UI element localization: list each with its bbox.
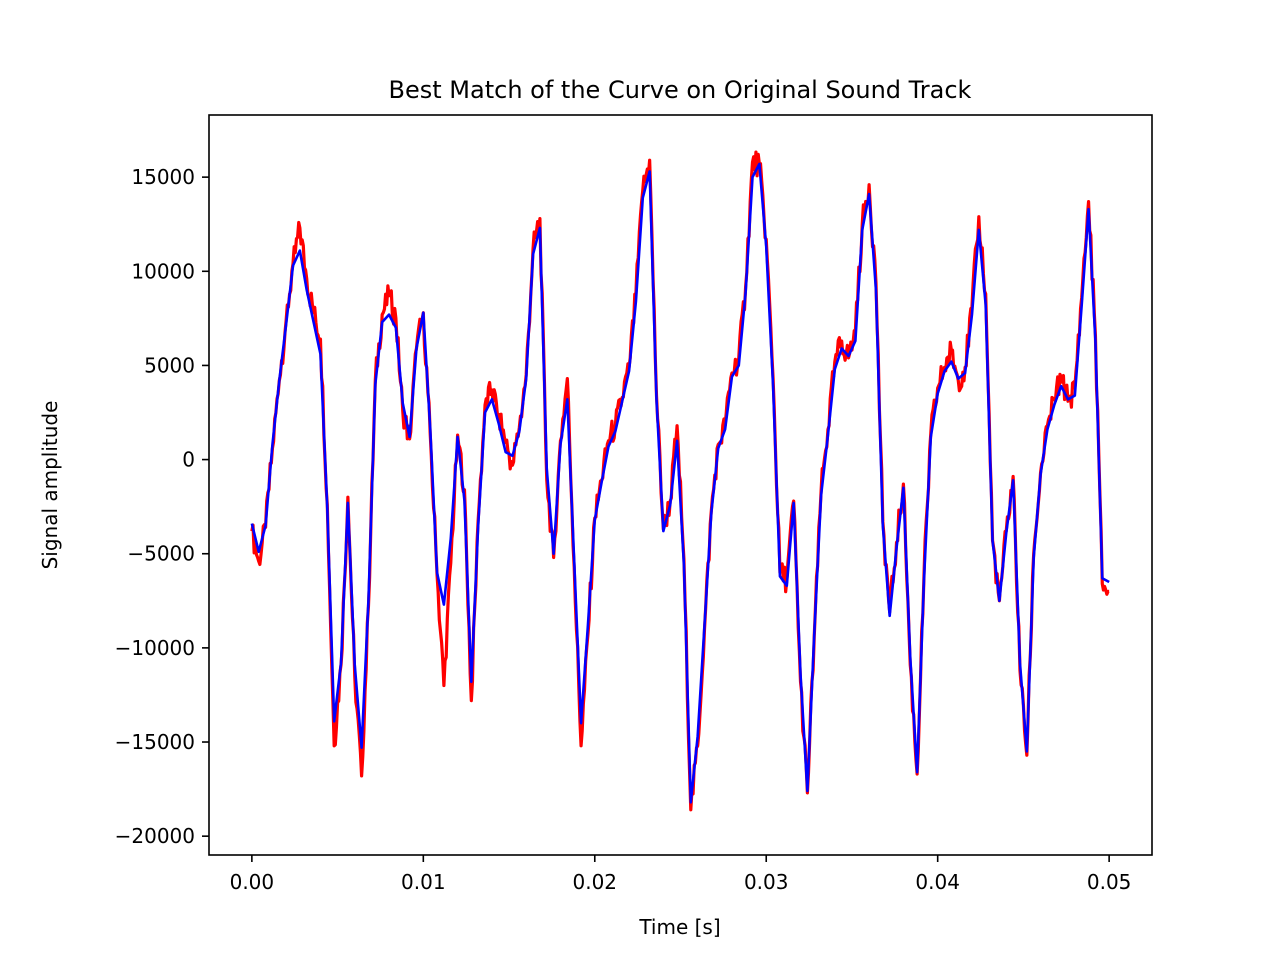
y-tick-label: 0 xyxy=(182,448,195,472)
x-axis-label: Time [s] xyxy=(638,915,720,939)
x-axis: 0.00 0.01 0.02 0.03 0.04 0.05 xyxy=(230,855,1132,894)
y-axis-label: Signal amplitude xyxy=(38,401,62,570)
x-tick-label: 0.00 xyxy=(230,870,275,894)
series-fitted-line xyxy=(250,162,1110,804)
x-tick-label: 0.03 xyxy=(744,870,789,894)
y-tick-label: 10000 xyxy=(131,259,195,283)
x-tick-label: 0.02 xyxy=(573,870,618,894)
y-tick-label: −15000 xyxy=(115,730,195,754)
series-layer xyxy=(250,150,1110,812)
y-tick-label: −10000 xyxy=(115,636,195,660)
y-tick-label: 15000 xyxy=(131,165,195,189)
x-tick-label: 0.01 xyxy=(401,870,446,894)
y-tick-label: 5000 xyxy=(144,353,195,377)
axes-frame xyxy=(208,114,1153,856)
x-tick-label: 0.05 xyxy=(1087,870,1132,894)
y-tick-label: −5000 xyxy=(127,542,195,566)
y-tick-label: −20000 xyxy=(115,824,195,848)
y-axis: −20000 −15000 −10000 −5000 0 5000 10000 15000 xyxy=(115,165,209,848)
x-tick-label: 0.04 xyxy=(915,870,960,894)
plot-area: 0.00 0.01 0.02 0.03 0.04 0.05 −20000 −15000 −10… xyxy=(115,114,1153,894)
chart-title: Best Match of the Curve on Original Soun… xyxy=(389,76,972,104)
